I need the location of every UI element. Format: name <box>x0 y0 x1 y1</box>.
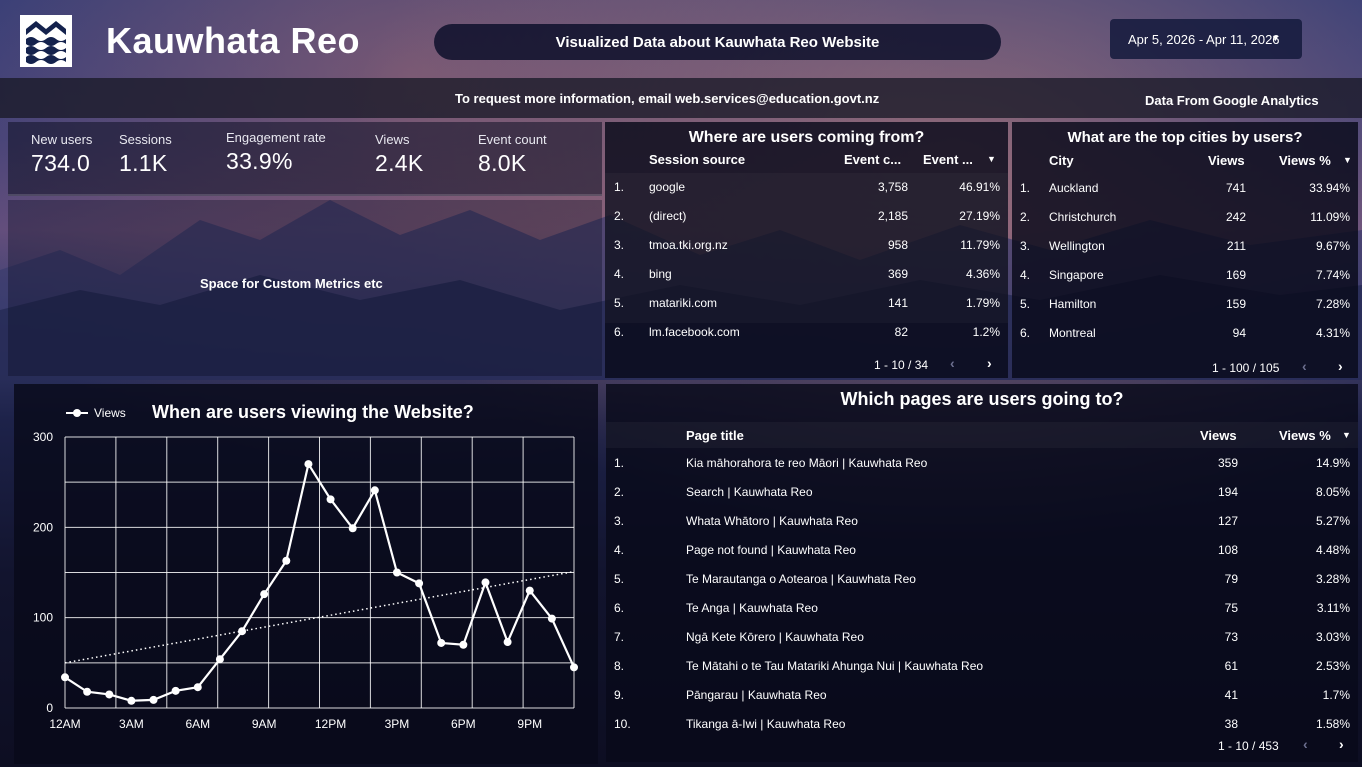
column-header-page-title[interactable]: Page title <box>686 428 744 443</box>
x-tick-label: 12PM <box>315 717 346 731</box>
kpi-label: Event count <box>478 132 547 147</box>
pagination-label: 1 - 10 / 34 <box>874 358 929 372</box>
views-line-chart[interactable]: 0 100 200 300 12AM 3AM 6AM 9AM 12PM 3PM 6PM 9PM <box>14 420 598 740</box>
data-point <box>370 486 379 495</box>
views-by-hour-chart-panel <box>14 384 598 764</box>
data-point <box>503 638 512 647</box>
data-point <box>171 686 180 695</box>
data-point <box>415 579 424 588</box>
chevron-right-icon[interactable]: › <box>987 355 992 371</box>
column-header-views-percent[interactable]: Views % <box>1279 428 1331 443</box>
data-point <box>193 683 202 692</box>
info-email-text: To request more information, email web.s… <box>455 91 880 106</box>
logo <box>20 15 72 67</box>
cities-table: What are the top cities by users? City V… <box>1012 122 1358 378</box>
brand-title: Kauwhata Reo <box>106 20 361 61</box>
sources-table: Where are users coming from? Session sou… <box>605 122 1008 378</box>
sources-table-title: Where are users coming from? <box>688 129 925 146</box>
chevron-left-icon[interactable]: ‹ <box>1303 736 1308 752</box>
data-point <box>392 568 401 577</box>
y-tick-label: 200 <box>33 520 53 534</box>
column-header-event-count[interactable]: Event c... <box>844 152 902 167</box>
data-point <box>481 578 490 587</box>
legend-line-icon <box>66 409 88 417</box>
data-point <box>215 655 224 664</box>
data-point <box>525 586 534 595</box>
column-header-city[interactable]: City <box>1049 153 1074 168</box>
column-header-event-percent[interactable]: Event ... <box>923 152 973 167</box>
sort-desc-icon[interactable]: ▼ <box>1342 430 1351 440</box>
kpi-value: 734.0 <box>31 150 91 176</box>
kpi-new-users[interactable]: New users 734.0 <box>31 132 92 177</box>
chevron-right-icon[interactable]: › <box>1338 358 1343 374</box>
trend-line <box>64 570 575 664</box>
data-point <box>61 673 69 682</box>
data-point <box>570 663 578 672</box>
y-tick-label: 300 <box>33 430 53 444</box>
cities-table-title: What are the top cities by users? <box>1067 129 1303 146</box>
custom-metrics-text: Space for Custom Metrics etc <box>200 276 383 291</box>
waves-logo-icon <box>26 21 66 64</box>
info-bar <box>0 78 1362 118</box>
data-point <box>547 614 556 623</box>
x-tick-label: 9PM <box>517 717 542 731</box>
kpi-sessions[interactable]: Sessions 1.1K <box>119 132 172 177</box>
pagination-label: 1 - 100 / 105 <box>1212 361 1280 375</box>
legend-label: Views <box>94 406 126 420</box>
pages-table: Which pages are users going to? Page tit… <box>606 384 1358 762</box>
x-tick-label: 12AM <box>49 717 80 731</box>
kpi-views[interactable]: Views 2.4K <box>375 132 424 177</box>
x-tick-label: 9AM <box>252 717 277 731</box>
kpi-value: 33.9% <box>226 148 293 174</box>
report-subtitle: Visualized Data about Kauwhata Reo Websi… <box>434 24 1001 60</box>
data-point <box>83 687 92 696</box>
chevron-right-icon[interactable]: › <box>1339 736 1344 752</box>
kpi-label: Engagement rate <box>226 130 326 145</box>
sort-desc-icon[interactable]: ▼ <box>1343 155 1352 165</box>
x-tick-label: 3AM <box>119 717 144 731</box>
kpi-engagement-rate[interactable]: Engagement rate 33.9% <box>226 130 326 175</box>
chevron-left-icon[interactable]: ‹ <box>950 355 955 371</box>
pages-table-title: Which pages are users going to? <box>840 389 1124 409</box>
date-range-value: Apr 5, 2026 - Apr 11, 2026 <box>1128 31 1280 47</box>
kpi-label: New users <box>31 132 93 147</box>
kpi-label: Sessions <box>119 132 172 147</box>
data-point <box>105 690 114 699</box>
x-tick-label: 6PM <box>451 717 476 731</box>
sort-desc-icon[interactable]: ▼ <box>987 154 996 164</box>
pagination-label: 1 - 10 / 453 <box>1218 739 1279 753</box>
data-source-text: Data From Google Analytics <box>1145 93 1319 108</box>
data-point <box>149 695 158 704</box>
x-tick-label: 6AM <box>185 717 210 731</box>
data-point <box>459 640 468 649</box>
y-tick-label: 100 <box>33 611 53 625</box>
x-tick-label: 3PM <box>385 717 410 731</box>
column-header-views[interactable]: Views <box>1200 428 1237 443</box>
kpi-scorecards: New users 734.0 Sessions 1.1K Engagement… <box>8 122 602 196</box>
chart-title: When are users viewing the Website? <box>152 402 474 422</box>
column-header-views[interactable]: Views <box>1208 153 1245 168</box>
column-header-session-source[interactable]: Session source <box>649 152 746 167</box>
chart-legend[interactable]: Views <box>66 406 126 420</box>
kpi-label: Views <box>375 132 410 147</box>
chevron-down-icon: ▼ <box>1271 33 1280 43</box>
date-range-picker[interactable]: Apr 5, 2026 - Apr 11, 2026 ▼ <box>1110 19 1302 59</box>
data-point <box>348 524 357 533</box>
custom-metrics-panel <box>8 200 602 376</box>
data-point <box>326 495 335 504</box>
data-point <box>238 627 247 636</box>
y-tick-label: 0 <box>46 701 53 715</box>
kpi-value: 2.4K <box>375 150 424 176</box>
kpi-value: 8.0K <box>478 150 527 176</box>
data-point <box>127 696 136 705</box>
kpi-value: 1.1K <box>119 150 168 176</box>
data-point <box>304 460 313 469</box>
chevron-left-icon[interactable]: ‹ <box>1302 358 1307 374</box>
data-point <box>282 556 291 565</box>
data-point <box>260 590 269 599</box>
kpi-event-count[interactable]: Event count 8.0K <box>478 132 547 177</box>
data-point <box>437 638 446 647</box>
column-header-views-percent[interactable]: Views % <box>1279 153 1331 168</box>
